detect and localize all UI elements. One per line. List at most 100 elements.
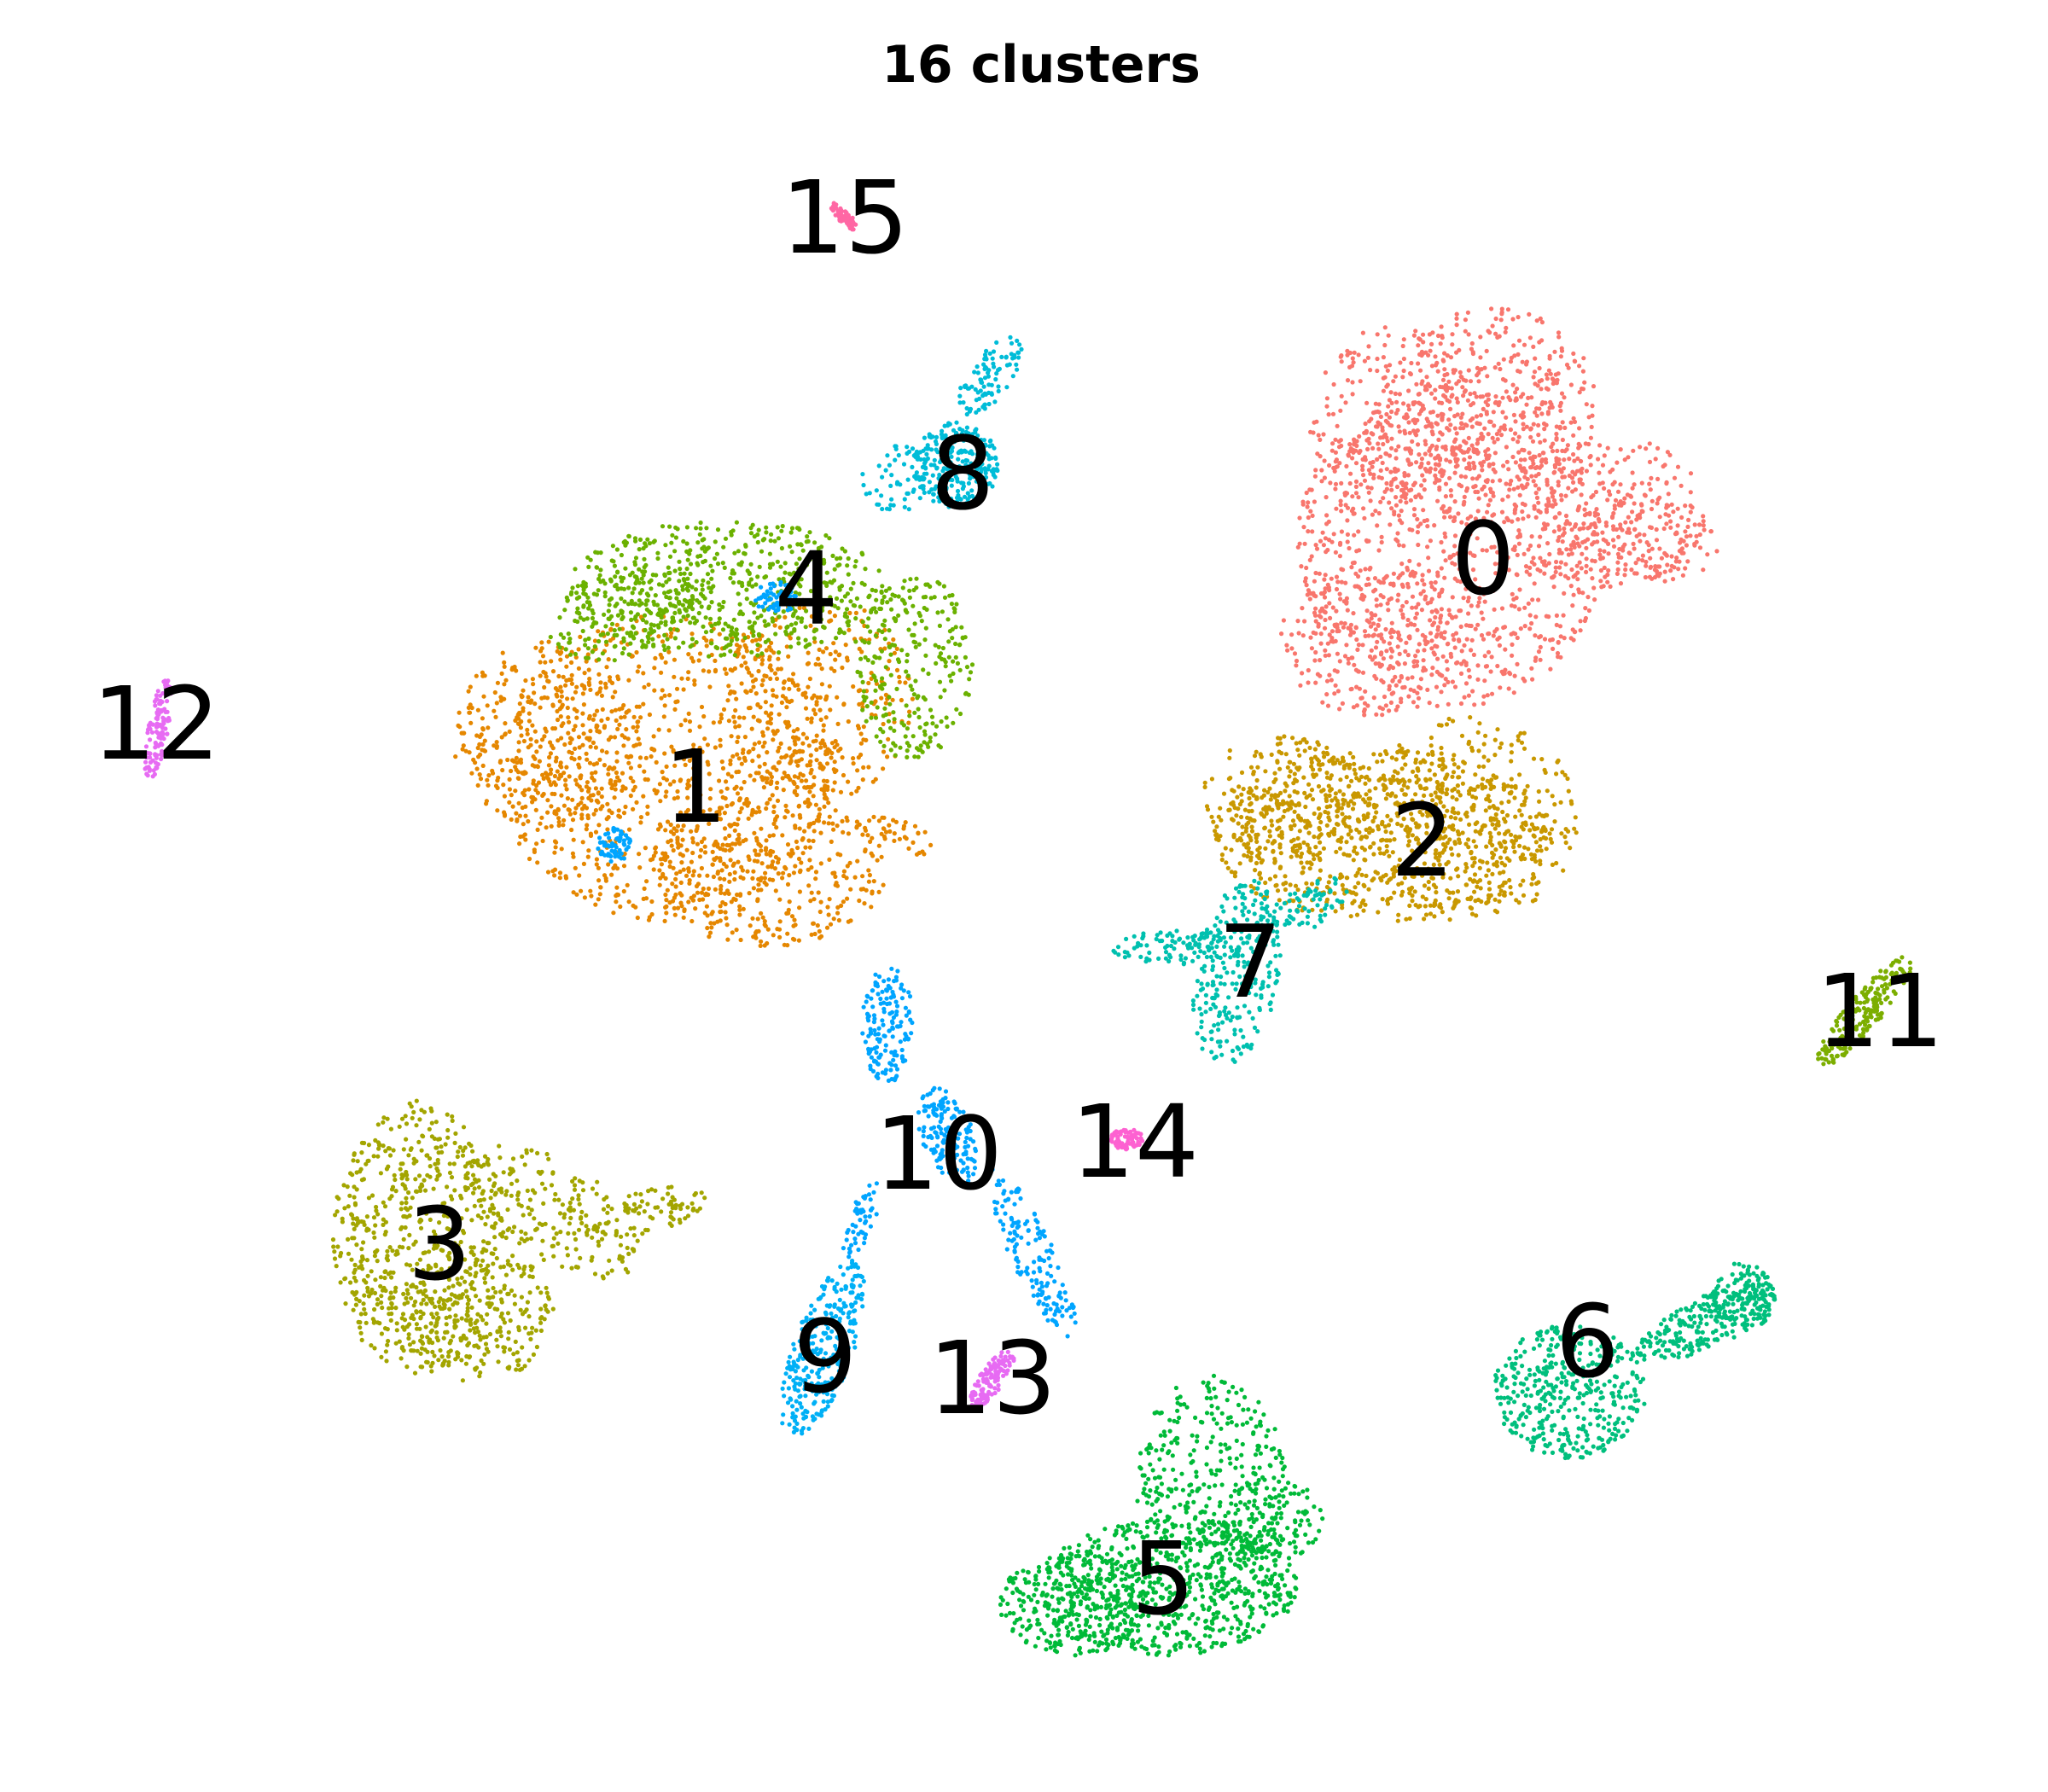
scatter-point [1492, 423, 1497, 428]
scatter-point [1506, 567, 1511, 573]
scatter-point [1508, 427, 1513, 433]
scatter-point [1284, 643, 1289, 648]
scatter-point [517, 813, 523, 818]
scatter-point [1424, 375, 1429, 380]
scatter-point [1385, 601, 1390, 606]
scatter-point [1483, 808, 1488, 813]
scatter-point [1402, 470, 1407, 476]
scatter-point [858, 741, 864, 746]
scatter-point [1457, 837, 1462, 842]
scatter-point [1475, 663, 1481, 668]
scatter-point [1376, 579, 1382, 584]
scatter-point [1499, 306, 1504, 311]
scatter-point [1352, 350, 1357, 355]
scatter-point [870, 891, 875, 896]
scatter-point [1442, 531, 1447, 536]
scatter-point [1263, 880, 1268, 886]
scatter-point [1481, 616, 1486, 621]
scatter-point [1464, 488, 1469, 493]
scatter-point [564, 765, 569, 770]
scatter-point [1485, 860, 1490, 865]
scatter-point [886, 736, 891, 742]
scatter-point [1694, 539, 1699, 544]
scatter-point [1242, 807, 1248, 812]
scatter-point [1580, 591, 1585, 596]
scatter-point [1339, 443, 1344, 449]
scatter-point [1396, 424, 1401, 429]
scatter-point [691, 893, 697, 899]
scatter-point [1371, 632, 1376, 637]
scatter-point [576, 666, 582, 672]
scatter-point [1357, 433, 1362, 439]
scatter-point [679, 904, 684, 909]
scatter-point [1258, 876, 1264, 881]
scatter-point [675, 788, 680, 794]
scatter-point [1446, 679, 1451, 685]
scatter-point [573, 865, 578, 870]
scatter-point [1335, 625, 1340, 631]
scatter-point [1597, 552, 1603, 557]
scatter-point [1379, 539, 1384, 545]
scatter-point [705, 873, 710, 878]
scatter-point [1364, 835, 1370, 840]
scatter-point [1633, 561, 1638, 566]
scatter-point [661, 856, 666, 861]
scatter-point [1440, 767, 1445, 772]
scatter-point [1597, 443, 1603, 448]
scatter-point [735, 739, 740, 745]
scatter-point [545, 810, 550, 815]
scatter-point [466, 689, 471, 694]
scatter-point [1236, 821, 1241, 826]
scatter-point [593, 807, 599, 813]
scatter-point [755, 916, 760, 922]
scatter-point [707, 771, 712, 777]
scatter-point [1516, 541, 1521, 546]
scatter-point [1529, 666, 1534, 671]
scatter-point [1337, 461, 1342, 466]
scatter-point [557, 699, 562, 704]
scatter-point [634, 800, 639, 806]
scatter-point [1567, 457, 1572, 462]
scatter-point [1454, 396, 1459, 401]
scatter-point [1306, 680, 1311, 685]
scatter-point [1429, 761, 1434, 766]
scatter-point [552, 850, 557, 855]
scatter-point [1453, 614, 1458, 620]
scatter-point [1538, 568, 1543, 573]
scatter-point [1300, 502, 1306, 507]
scatter-point [752, 742, 758, 747]
scatter-point [1547, 356, 1552, 361]
scatter-point [498, 695, 503, 700]
scatter-point [772, 671, 778, 676]
scatter-point [1644, 559, 1649, 565]
scatter-point [1350, 456, 1355, 461]
scatter-point [1458, 608, 1463, 614]
scatter-point [832, 780, 837, 785]
scatter-point [1345, 378, 1351, 383]
scatter-point [1559, 497, 1564, 503]
scatter-point [1536, 433, 1541, 438]
scatter-point [1259, 811, 1264, 816]
scatter-point [1313, 468, 1318, 473]
scatter-point [830, 870, 835, 876]
scatter-point [532, 701, 538, 707]
scatter-point [1659, 556, 1664, 561]
scatter-point [1325, 703, 1331, 708]
scatter-point [1395, 598, 1400, 603]
scatter-point [495, 785, 500, 791]
scatter-point [1386, 333, 1391, 338]
scatter-point [1578, 468, 1583, 473]
scatter-point [1516, 477, 1521, 482]
scatter-point [1318, 437, 1323, 443]
scatter-point [1697, 522, 1702, 527]
scatter-point [1352, 761, 1357, 766]
scatter-point [1400, 343, 1405, 349]
scatter-point [1542, 571, 1547, 576]
scatter-point [1462, 457, 1467, 463]
scatter-point [1418, 677, 1423, 682]
scatter-point [1506, 467, 1511, 472]
scatter-point [1329, 773, 1334, 778]
scatter-point [1457, 567, 1462, 572]
scatter-point [1362, 857, 1367, 863]
scatter-point [606, 771, 611, 777]
